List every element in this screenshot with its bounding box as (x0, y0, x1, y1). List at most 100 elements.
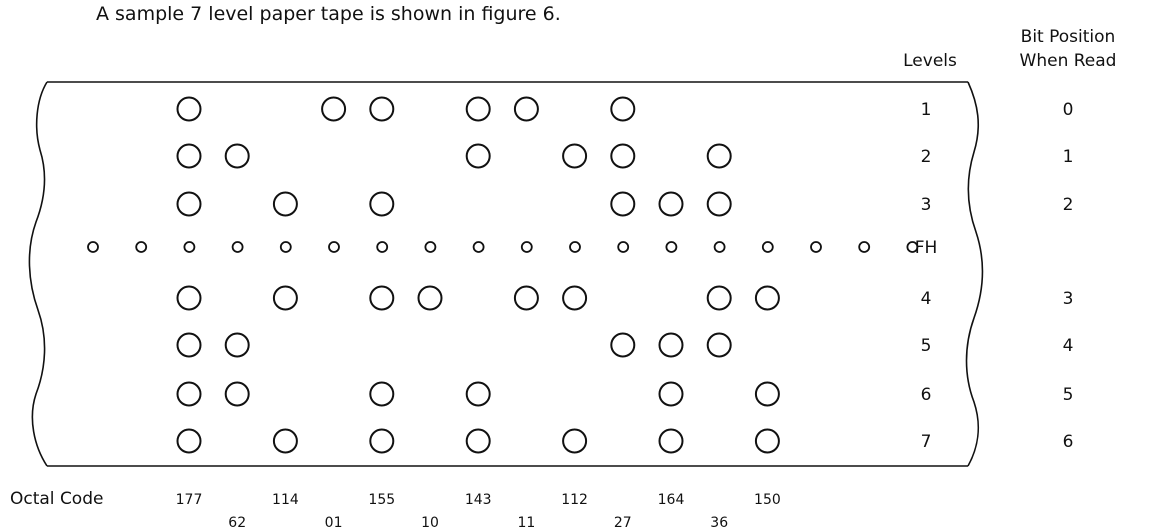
punched-hole (515, 287, 538, 310)
octal-code-value: 36 (710, 515, 728, 531)
punched-hole (178, 334, 201, 357)
bit-position-header-line1: Bit Position (1021, 27, 1116, 47)
punched-hole (467, 98, 490, 121)
level-label-5: 5 (921, 336, 932, 356)
punched-hole (178, 287, 201, 310)
punched-hole (708, 145, 731, 168)
punched-hole (178, 145, 201, 168)
feed-hole (763, 242, 773, 252)
octal-code-value: 62 (228, 515, 246, 531)
punched-hole (756, 383, 779, 406)
feed-hole (811, 242, 821, 252)
punched-hole (226, 383, 249, 406)
bit-position-labels: 0 1 2 3 4 5 6 (1063, 100, 1074, 452)
levels-header: Levels (903, 51, 957, 71)
level-label-3: 3 (921, 195, 932, 215)
punched-hole (708, 287, 731, 310)
level-label-7: 7 (921, 432, 932, 452)
feed-hole (859, 242, 869, 252)
feed-hole (88, 242, 98, 252)
punched-hole (178, 383, 201, 406)
punched-hole (274, 193, 297, 216)
feed-hole (281, 242, 291, 252)
punched-hole (467, 383, 490, 406)
tape-body (29, 82, 982, 466)
feed-hole (136, 242, 146, 252)
feed-hole (377, 242, 387, 252)
octal-code-value: 164 (658, 492, 685, 508)
punched-hole (563, 287, 586, 310)
feed-hole (184, 242, 194, 252)
punched-hole (370, 287, 393, 310)
punched-hole (708, 193, 731, 216)
punched-hole (756, 430, 779, 453)
bit-position-label: 4 (1063, 336, 1074, 356)
punched-hole (322, 98, 345, 121)
punched-hole (756, 287, 779, 310)
octal-code-value: 114 (272, 492, 299, 508)
feed-holes (88, 242, 917, 252)
bit-position-label: 6 (1063, 432, 1074, 452)
bit-position-label: 1 (1063, 147, 1074, 167)
octal-code-value: 143 (465, 492, 492, 508)
punched-hole (611, 334, 634, 357)
punched-hole (660, 383, 683, 406)
feed-hole (666, 242, 676, 252)
feed-hole (570, 242, 580, 252)
octal-code-value: 11 (517, 515, 535, 531)
tape-left-torn-edge (29, 82, 47, 466)
punched-hole (370, 430, 393, 453)
punched-hole (611, 145, 634, 168)
octal-code-value: 150 (754, 492, 781, 508)
octal-code-value: 10 (421, 515, 439, 531)
punched-hole (274, 287, 297, 310)
octal-code-value: 155 (368, 492, 395, 508)
feed-hole (522, 242, 532, 252)
punched-hole (563, 145, 586, 168)
punched-hole (370, 98, 393, 121)
octal-code-value: 177 (176, 492, 203, 508)
punched-hole (178, 98, 201, 121)
feed-hole (329, 242, 339, 252)
punched-hole (467, 430, 490, 453)
bit-position-header-line2: When Read (1020, 51, 1117, 71)
level-label-fh: FH (915, 238, 938, 258)
bit-position-label: 0 (1063, 100, 1074, 120)
feed-hole (474, 242, 484, 252)
punched-hole (611, 98, 634, 121)
octal-code-label: Octal Code (10, 489, 103, 509)
bit-position-label: 2 (1063, 195, 1074, 215)
punched-hole (563, 430, 586, 453)
octal-code-value: 27 (614, 515, 632, 531)
punched-hole (178, 430, 201, 453)
punched-hole (467, 145, 490, 168)
punched-hole (226, 145, 249, 168)
feed-hole (425, 242, 435, 252)
level-label-6: 6 (921, 385, 932, 405)
data-holes (178, 98, 779, 453)
punched-hole (660, 334, 683, 357)
feed-hole (618, 242, 628, 252)
punched-hole (178, 193, 201, 216)
level-labels: 1 2 3 FH 4 5 6 7 (915, 100, 938, 452)
level-label-1: 1 (921, 100, 932, 120)
punched-hole (370, 193, 393, 216)
level-label-2: 2 (921, 147, 932, 167)
punched-hole (660, 193, 683, 216)
bit-position-label: 3 (1063, 289, 1074, 309)
figure-caption: A sample 7 level paper tape is shown in … (96, 3, 561, 25)
octal-code-value: 01 (325, 515, 343, 531)
punched-hole (660, 430, 683, 453)
octal-codes: 177 62 114 01 155 10 143 11 112 27 164 36 150 (176, 492, 781, 531)
punched-hole (515, 98, 538, 121)
feed-hole (233, 242, 243, 252)
punched-hole (274, 430, 297, 453)
octal-code-value: 112 (561, 492, 588, 508)
punched-hole (226, 334, 249, 357)
bit-position-label: 5 (1063, 385, 1074, 405)
punched-hole (611, 193, 634, 216)
level-label-4: 4 (921, 289, 932, 309)
tape-right-torn-edge (967, 82, 983, 466)
punched-hole (419, 287, 442, 310)
